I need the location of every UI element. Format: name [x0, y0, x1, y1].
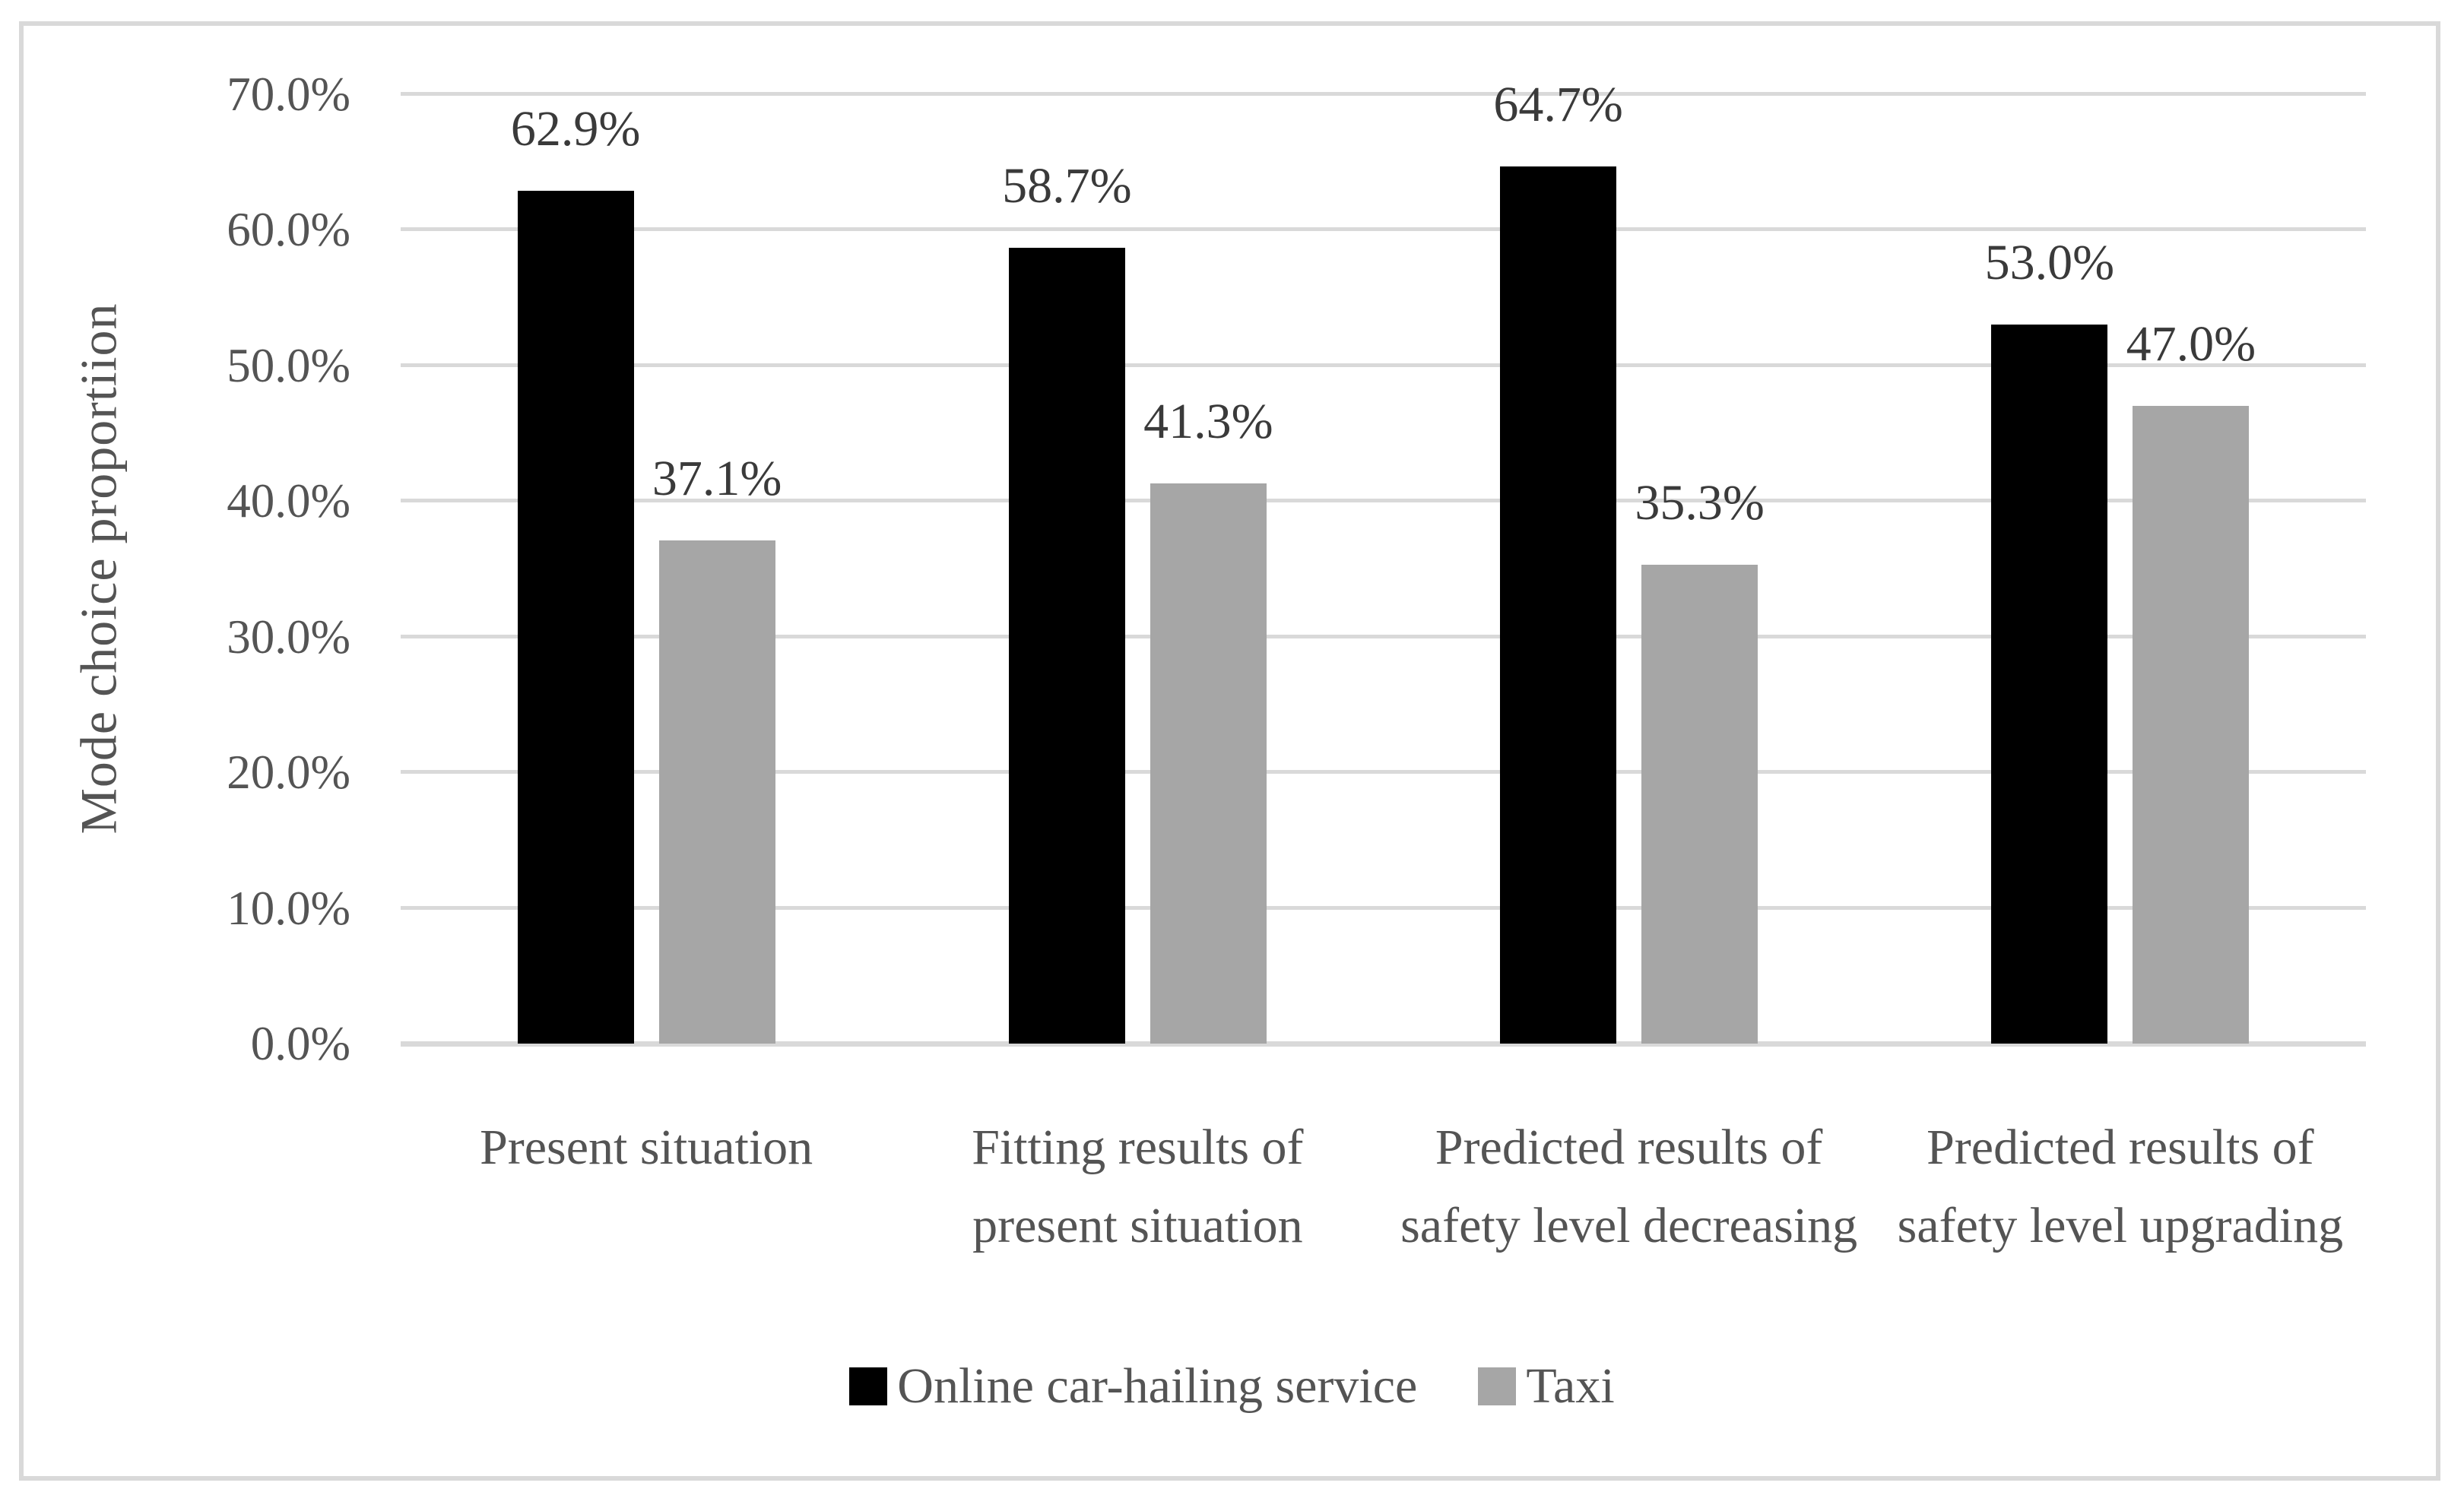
legend-label: Online car-hailing service: [897, 1358, 1418, 1414]
y-tick-label: 50.0%: [227, 338, 350, 392]
x-category-label: Predicted results of safety level decrea…: [1400, 1120, 1858, 1253]
online-car-hailing-service-bar: [1008, 248, 1125, 1044]
gridline: [401, 634, 2366, 638]
legend-item-taxi: Taxi: [1478, 1353, 1615, 1420]
gridline: [401, 92, 2366, 96]
y-tick-label: 10.0%: [227, 881, 350, 935]
taxi-bar: [1150, 483, 1267, 1044]
bar-value-label: 47.0%: [2126, 316, 2256, 372]
y-tick-label: 20.0%: [227, 746, 350, 800]
taxi-bar: [1641, 565, 1758, 1044]
gridline: [401, 905, 2366, 910]
gridline: [401, 770, 2366, 775]
legend-item-online-car-hailing-service: Online car-hailing service: [849, 1353, 1417, 1420]
gridline: [401, 227, 2366, 232]
bar-group-predicted-results-of-safety-level-decreasing: 64.7% 35.3%: [1384, 77, 1875, 1044]
x-category-label: Present situation: [480, 1120, 813, 1175]
bar-value-label: 35.3%: [1635, 475, 1765, 531]
bar-group-fitting-results-of-present-situation: 58.7% 41.3%: [892, 94, 1383, 1044]
x-category-label: Predicted results of safety level upgrad…: [1897, 1120, 2344, 1253]
y-tick-label: 40.0%: [227, 474, 350, 528]
online-car-hailing-service-bar: [1500, 166, 1617, 1044]
online-car-hailing-service-bar: [1991, 325, 2108, 1044]
legend-swatch-black-icon: [849, 1367, 888, 1405]
y-tick-label: 70.0%: [227, 68, 350, 121]
bar-value-label: 58.7%: [1002, 158, 1132, 214]
y-tick-label: 0.0%: [250, 1017, 350, 1070]
taxi-bar: [658, 540, 775, 1044]
legend-label: Taxi: [1526, 1358, 1615, 1414]
bar-value-label: 41.3%: [1143, 394, 1273, 449]
online-car-hailing-service-bar: [517, 191, 634, 1044]
x-category-label: Fitting results of present situation: [972, 1120, 1304, 1253]
legend-swatch-gray-icon: [1478, 1367, 1517, 1405]
y-axis-title: Mode choice proportiion: [69, 303, 128, 835]
gridline: [401, 363, 2366, 367]
x-axis-category-labels: Present situation Fitting results of pre…: [401, 1108, 2366, 1265]
bar-value-label: 62.9%: [510, 101, 641, 157]
x-axis-line: [401, 1041, 2366, 1047]
bar-value-label: 53.0%: [1984, 235, 2115, 290]
plot-area: 0.0% 10.0% 20.0% 30.0% 40.0% 50.0% 60.0% 70.0% 6…: [227, 68, 2366, 1070]
bar-group-present-situation: 62.9% 37.1%: [401, 94, 892, 1044]
bar-value-label: 37.1%: [652, 451, 782, 506]
taxi-bar: [2133, 406, 2250, 1044]
chart-legend: Online car-hailing service Taxi: [0, 1353, 2464, 1420]
y-tick-label: 30.0%: [227, 610, 350, 664]
y-tick-label: 60.0%: [227, 203, 350, 257]
gridline: [401, 499, 2366, 503]
bar-group-predicted-results-of-safety-level-upgrading: 53.0% 47.0%: [1875, 94, 2366, 1044]
bar-value-label: 64.7%: [1493, 77, 1623, 132]
